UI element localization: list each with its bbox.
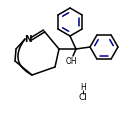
Text: OH: OH	[65, 57, 77, 66]
Text: H: H	[80, 82, 86, 91]
Text: Cl: Cl	[79, 93, 87, 102]
Text: N: N	[24, 35, 32, 44]
